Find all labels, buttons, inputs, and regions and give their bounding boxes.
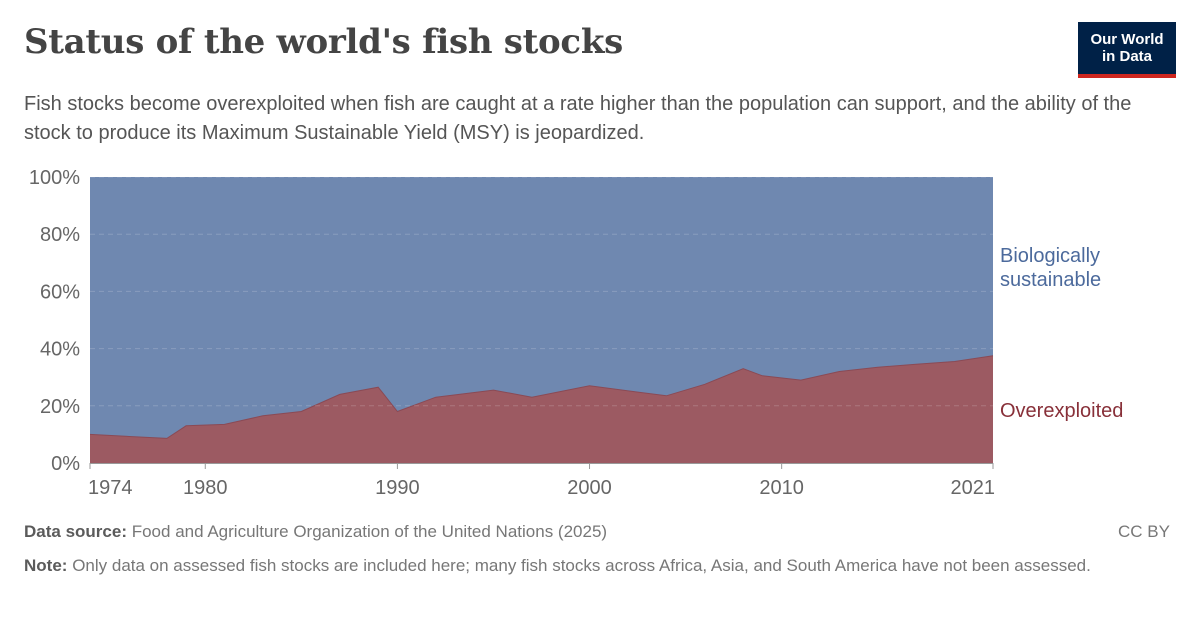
note-text: Only data on assessed fish stocks are in… [72,556,1091,575]
logo-line-1: Our World [1090,31,1164,48]
y-tick-label: 100% [29,167,80,189]
label-biologically-sustainable-line-1[interactable]: Biologically [1000,245,1100,267]
chart-title: Status of the world's fish stocks [24,22,623,62]
owid-logo[interactable]: Our World in Data [1078,22,1176,78]
stacked-area-chart: 0% 20% 40% 60% 80% 100% 1974 1980 1990 2000 2010 20… [29,167,1124,499]
x-tick-label: 2010 [759,477,804,499]
source-label: Data source: [24,522,127,541]
area-overexploited [90,355,993,463]
x-tick-label: 1974 [88,477,133,499]
chart-subtitle: Fish stocks become overexploited when fi… [24,93,1132,144]
label-biologically-sustainable-line-2[interactable]: sustainable [1000,269,1101,291]
label-overexploited[interactable]: Overexploited [1000,400,1123,422]
y-tick-label: 0% [51,453,80,475]
source-text[interactable]: Food and Agriculture Organization of the… [131,522,608,541]
x-tick-label: 1980 [183,477,228,499]
y-tick-label: 60% [40,281,80,303]
series-boundary-line [89,355,994,439]
logo-line-2: in Data [1101,48,1152,65]
area-layer [89,177,994,463]
axes: 0% 20% 40% 60% 80% 100% 1974 1980 1990 2000 2010 20… [29,167,995,499]
x-tick-label: 1990 [375,477,420,499]
gridlines [90,176,993,407]
note-label: Note: [24,556,68,575]
license-link[interactable]: CC BY [1118,522,1170,541]
data-source: Data source: Food and Agriculture Organi… [24,522,607,542]
chart-note: Note: Only data on assessed fish stocks … [24,554,1144,578]
x-tick-label: 2021 [951,477,996,499]
y-tick-label: 80% [40,224,80,246]
y-tick-label: 40% [40,339,80,361]
area-biologically-sustainable [90,177,993,439]
y-tick-label: 20% [40,396,80,418]
x-tick-label: 2000 [567,477,612,499]
